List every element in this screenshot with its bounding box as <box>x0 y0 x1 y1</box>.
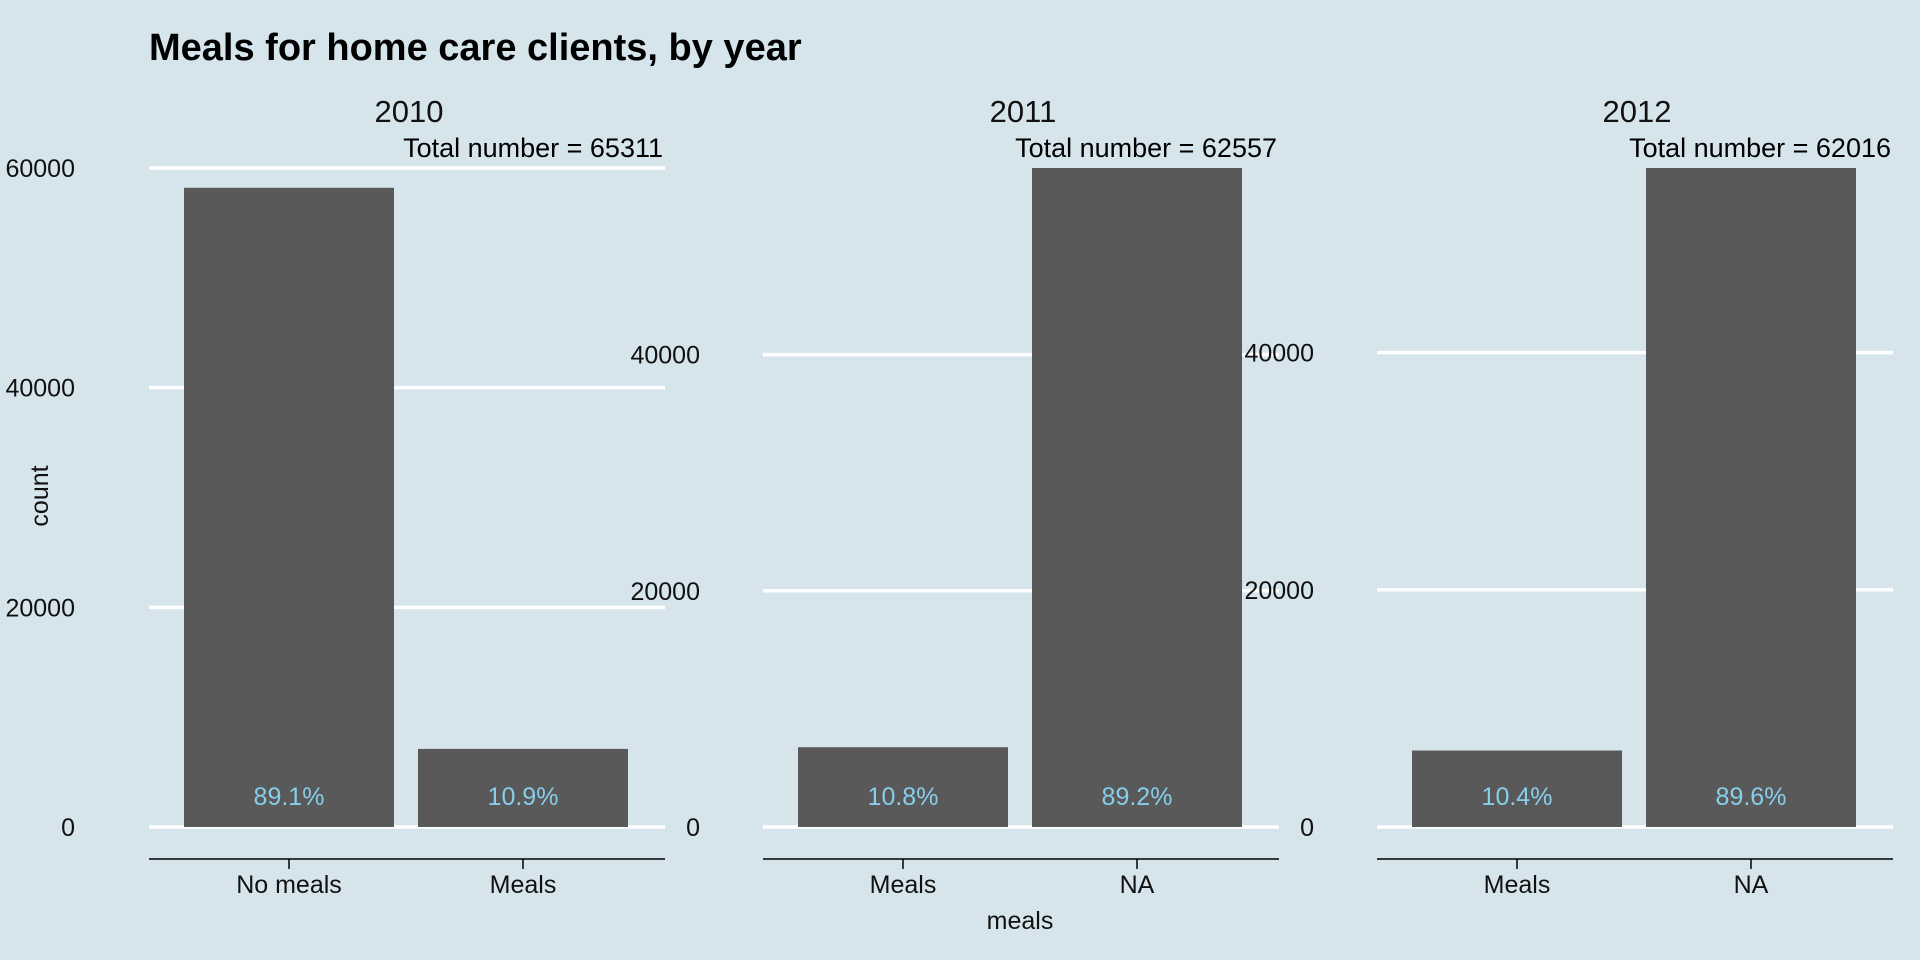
bar <box>418 748 628 827</box>
x-tick-label: Meals <box>490 871 557 899</box>
percent-label: 10.9% <box>488 783 559 811</box>
y-axis-title: count <box>26 465 54 526</box>
x-tick-label: NA <box>1120 871 1155 899</box>
facet-label: 2010 <box>375 94 444 129</box>
y-tick-label: 20000 <box>1244 577 1314 605</box>
y-tick-label: 40000 <box>1244 340 1314 368</box>
y-tick-label: 20000 <box>630 578 700 606</box>
x-tick-label: No meals <box>236 871 342 899</box>
bar <box>1032 168 1242 827</box>
total-annotation: Total number = 62557 <box>1015 133 1277 163</box>
x-tick-label: Meals <box>870 871 937 899</box>
percent-label: 89.6% <box>1716 783 1787 811</box>
x-axis-title: meals <box>987 907 1054 935</box>
y-tick-label: 60000 <box>5 155 75 183</box>
x-tick-label: NA <box>1734 871 1769 899</box>
bar <box>1646 168 1856 827</box>
facet-panel-2012: 0 20000 40000 10.4% Meals 89.6% NA 2012 Total nu… <box>1244 94 1893 899</box>
y-tick-label: 20000 <box>5 594 75 622</box>
percent-label: 10.8% <box>868 783 939 811</box>
percent-label: 10.4% <box>1482 783 1553 811</box>
bar <box>184 187 394 827</box>
total-annotation: Total number = 62016 <box>1629 133 1891 163</box>
facet-panels: 0 20000 40000 60000 89.1% No meals 10.9% Meals 2… <box>5 94 1893 899</box>
percent-label: 89.1% <box>254 783 325 811</box>
facet-label: 2012 <box>1603 94 1672 129</box>
facet-panel-2010: 0 20000 40000 60000 89.1% No meals 10.9% Meals 2… <box>5 94 665 899</box>
y-tick-label: 0 <box>1300 814 1314 842</box>
y-tick-label: 0 <box>686 814 700 842</box>
y-tick-label: 40000 <box>5 375 75 403</box>
total-annotation: Total number = 65311 <box>403 133 663 163</box>
x-tick-label: Meals <box>1484 871 1551 899</box>
chart-title: Meals for home care clients, by year <box>149 27 802 69</box>
bar <box>798 747 1008 827</box>
facet-label: 2011 <box>990 94 1057 129</box>
facet-panel-2011: 0 20000 40000 10.8% Meals 89.2% NA 2011 Total nu… <box>630 94 1279 899</box>
y-tick-label: 40000 <box>630 342 700 370</box>
y-tick-label: 0 <box>61 814 75 842</box>
percent-label: 89.2% <box>1102 783 1173 811</box>
bar <box>1412 750 1622 827</box>
